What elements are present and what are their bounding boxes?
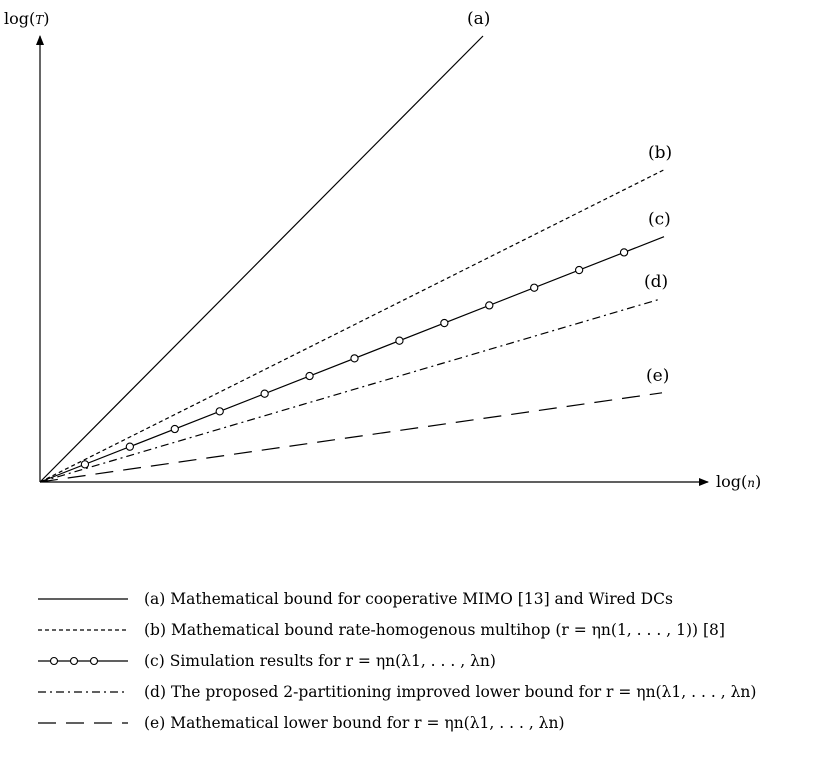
legend-text-d: (d) The proposed 2-partitioning improved… — [144, 682, 757, 701]
c-marker-5 — [260, 389, 269, 398]
legend-text-c: (c) Simulation results for r = ηn(λ1, . … — [144, 651, 496, 670]
legend-item-b: (b) Mathematical bound rate-homogenous m… — [36, 614, 821, 645]
legend-swatch-marker-3 — [89, 656, 99, 665]
chart: log(T) log(n) (a)(b)(c)(d)(e) — [4, 9, 761, 491]
c-marker-10 — [485, 301, 494, 310]
c-marker-4 — [215, 407, 224, 416]
c-marker-2 — [125, 442, 135, 451]
series-tag-e: (e) — [646, 366, 669, 386]
y-axis-label: log(T) — [4, 9, 50, 28]
x-axis-label-var: n — [747, 476, 755, 490]
series-line-a — [39, 35, 484, 483]
legend-swatch-a — [38, 597, 128, 600]
x-axis-label-text: log( — [716, 472, 747, 491]
series-tag-b: (b) — [648, 143, 672, 163]
series-tag-a: (a) — [467, 9, 490, 29]
c-marker-8 — [395, 336, 404, 345]
c-marker-1 — [80, 460, 90, 469]
legend-swatch-d — [38, 690, 128, 693]
y-axis-label-var: T — [35, 13, 44, 27]
y-axis-label-text: log( — [4, 9, 35, 28]
series-line-b — [39, 169, 665, 483]
legend-item-e: (e) Mathematical lower bound for r = ηn(… — [36, 707, 821, 738]
series-layer: (a) (b) (c) (d) (e) — [39, 9, 672, 483]
legend-swatch-c — [38, 656, 128, 665]
legend-text-a: (a) Mathematical bound for cooperative M… — [144, 589, 673, 608]
c-marker-13 — [619, 248, 629, 257]
legend-item-c: (c) Simulation results for r = ηn(λ1, . … — [36, 645, 821, 676]
legend-item-d: (d) The proposed 2-partitioning improved… — [36, 676, 821, 707]
legend-swatch-marker-1 — [49, 656, 59, 665]
x-axis-label-close: ) — [755, 472, 761, 491]
legend: (a) Mathematical bound for cooperative M… — [36, 583, 821, 738]
legend-swatch-e — [38, 721, 128, 724]
c-marker-6 — [305, 371, 314, 381]
y-axis-label-close: ) — [43, 9, 49, 28]
legend-item-a: (a) Mathematical bound for cooperative M… — [36, 583, 821, 614]
series-line-e — [39, 392, 663, 483]
legend-text-b: (b) Mathematical bound rate-homogenous m… — [144, 620, 725, 639]
legend-swatch-b — [38, 628, 128, 631]
c-marker-3 — [170, 424, 179, 434]
series-tag-c: (c) — [648, 210, 671, 230]
x-axis-label: log(n) — [716, 472, 761, 491]
c-marker-12 — [574, 265, 584, 275]
c-marker-7 — [350, 354, 359, 363]
legend-text-e: (e) Mathematical lower bound for r = ηn(… — [144, 713, 565, 732]
c-marker-11 — [530, 283, 539, 292]
series-tag-d: (d) — [644, 272, 668, 292]
c-marker-9 — [440, 318, 449, 328]
legend-swatch-marker-2 — [69, 656, 79, 665]
